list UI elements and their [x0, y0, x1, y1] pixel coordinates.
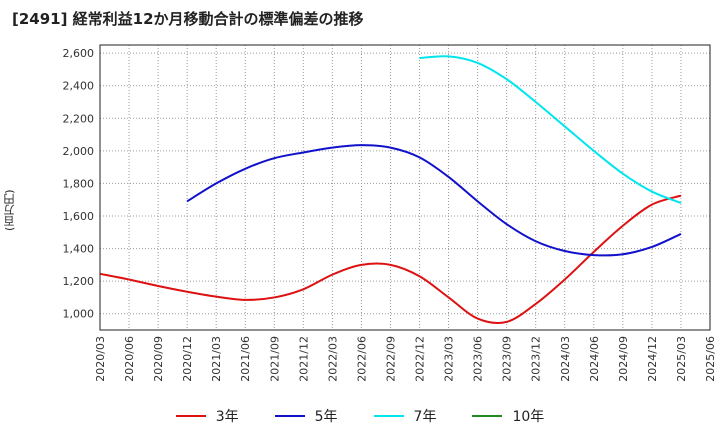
x-tick-label: 2022/06	[355, 336, 368, 382]
legend: 3年 5年 7年 10年	[0, 404, 720, 428]
x-tick-label: 2024/09	[617, 336, 630, 382]
x-tick-label: 2023/03	[443, 336, 456, 382]
legend-item: 7年	[373, 404, 437, 428]
y-tick-label: 1,200	[63, 275, 95, 288]
y-tick-label: 2,400	[63, 80, 95, 93]
x-tick-label: 2023/12	[530, 336, 543, 382]
legend-label: 3年	[215, 409, 239, 425]
series-line-0	[99, 194, 682, 324]
x-tick-label: 2021/12	[297, 336, 310, 382]
x-tick-label: 2020/06	[123, 336, 136, 382]
series-line-1	[186, 144, 682, 257]
y-axis-ticks: 1,000 1,200 1,400 1,600 1,800 2,000 2,200 2,400…	[63, 47, 95, 321]
x-tick-label: 2021/03	[210, 336, 223, 382]
series-line-2	[419, 55, 682, 204]
y-tick-label: 1,400	[63, 243, 95, 256]
plot-frame	[99, 44, 711, 331]
legend-swatch	[175, 415, 206, 417]
y-tick-label: 1,000	[63, 308, 95, 321]
x-tick-label: 2021/09	[268, 336, 281, 382]
y-tick-label: 1,600	[63, 210, 95, 223]
x-tick-label: 2023/06	[472, 336, 485, 382]
grid-lines	[99, 45, 711, 330]
x-tick-label: 2020/12	[181, 336, 194, 382]
legend-swatch	[373, 415, 404, 417]
legend-item: 5年	[274, 404, 338, 428]
legend-item: 10年	[472, 404, 544, 428]
x-tick-label: 2022/12	[414, 336, 427, 382]
y-tick-label: 2,200	[63, 112, 95, 125]
x-axis-ticks: 2020/03 2020/06 2020/09 2020/12 2021/03 2021/…	[94, 336, 717, 382]
chart-title: [2491] 経常利益12か月移動合計の標準偏差の推移	[12, 10, 364, 28]
x-tick-label: 2020/03	[94, 336, 107, 382]
legend-swatch	[472, 415, 503, 417]
series-lines	[99, 55, 682, 324]
x-tick-label: 2021/06	[239, 336, 252, 382]
x-tick-label: 2025/06	[704, 336, 717, 382]
x-tick-label: 2024/12	[646, 336, 659, 382]
y-tick-label: 2,000	[63, 145, 95, 158]
legend-label: 7年	[413, 409, 437, 425]
x-tick-label: 2022/09	[384, 336, 397, 382]
x-tick-label: 2023/09	[501, 336, 514, 382]
x-tick-label: 2025/03	[675, 336, 688, 382]
legend-item: 3年	[175, 404, 239, 428]
x-tick-label: 2024/03	[559, 336, 572, 382]
legend-label: 10年	[512, 409, 545, 425]
x-tick-label: 2020/09	[152, 336, 165, 382]
y-tick-label: 2,600	[63, 47, 95, 60]
x-tick-label: 2022/03	[326, 336, 339, 382]
y-tick-label: 1,800	[63, 177, 95, 190]
legend-label: 5年	[314, 409, 338, 425]
x-tick-label: 2024/06	[588, 336, 601, 382]
legend-swatch	[274, 415, 305, 417]
